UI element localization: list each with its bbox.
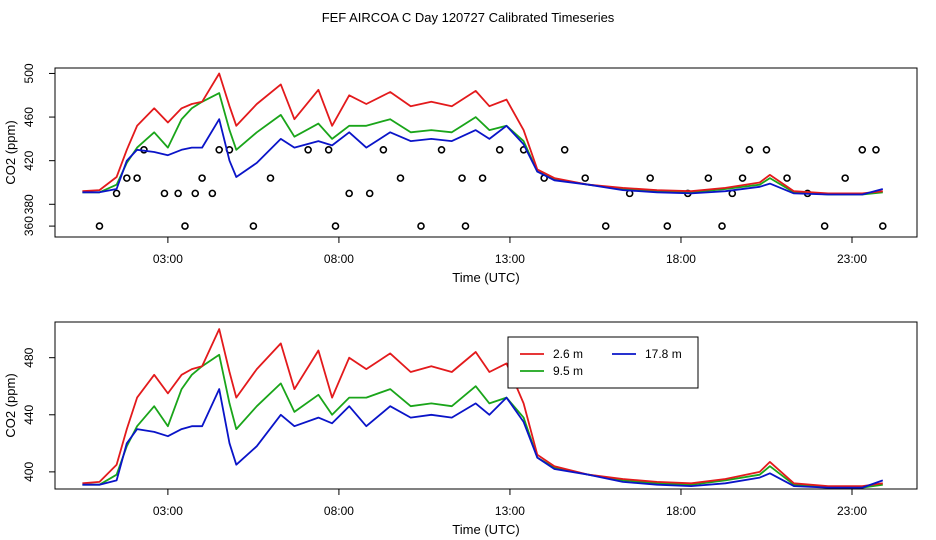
series-line-17-8-m bbox=[82, 388, 884, 489]
qc-circle-point bbox=[345, 189, 353, 198]
qc-circle-point bbox=[379, 145, 388, 154]
qc-circle-point bbox=[112, 189, 121, 198]
qc-circle-point bbox=[396, 174, 405, 182]
x-tick-label: 03:00 bbox=[153, 504, 183, 518]
qc-circle-point bbox=[646, 174, 654, 182]
series-line-2-6-m bbox=[82, 328, 883, 488]
qc-circle-point bbox=[191, 189, 200, 198]
x-tick-label: 18:00 bbox=[666, 252, 696, 266]
qc-circle-point bbox=[133, 174, 141, 182]
qc-circle-point bbox=[738, 174, 747, 182]
x-tick-label: 23:00 bbox=[837, 504, 867, 518]
qc-circle-point bbox=[208, 189, 217, 198]
series-line-9-5-m bbox=[82, 353, 883, 489]
top-panel: 03:00 08:00 13:00 18:00 23:00 Time (UTC) 360 38… bbox=[3, 63, 918, 285]
y-tick-label: 420 bbox=[22, 150, 36, 170]
qc-circle-point bbox=[174, 189, 182, 198]
qc-circle-point bbox=[783, 174, 791, 182]
qc-circle-point bbox=[495, 145, 504, 154]
qc-circle-point bbox=[160, 189, 169, 198]
qc-circle-point bbox=[198, 174, 206, 182]
qc-circle-point bbox=[581, 174, 589, 182]
qc-circle-point bbox=[560, 145, 569, 154]
chart-title: FEF AIRCOA C Day 120727 Calibrated Times… bbox=[322, 10, 615, 25]
qc-circle-point bbox=[324, 145, 333, 154]
qc-circle-point bbox=[841, 174, 849, 182]
qc-circle-point bbox=[215, 145, 223, 154]
x-axis-label: Time (UTC) bbox=[452, 270, 519, 285]
qc-circle-point bbox=[858, 145, 867, 154]
qc-circle-point bbox=[878, 222, 887, 230]
qc-circle-point bbox=[266, 174, 275, 182]
series-line-17-8-m bbox=[82, 118, 884, 196]
x-tick-label: 08:00 bbox=[324, 504, 354, 518]
y-tick-label: 480 bbox=[22, 347, 36, 367]
plot-frame bbox=[54, 321, 918, 490]
y-tick-label: 360 bbox=[22, 216, 36, 236]
qc-circle-point bbox=[718, 222, 726, 230]
qc-circle-point bbox=[762, 145, 771, 154]
legend-label: 2.6 m bbox=[553, 347, 583, 361]
y-axis-label: CO2 (ppm) bbox=[3, 120, 18, 184]
y-tick-label: 500 bbox=[22, 63, 36, 83]
y-tick-label: 460 bbox=[22, 107, 36, 127]
qc-circle-point bbox=[437, 145, 446, 154]
qc-circle-point bbox=[663, 222, 672, 230]
qc-circle-point bbox=[249, 222, 258, 230]
qc-circle-point bbox=[95, 222, 104, 230]
qc-circle-point bbox=[872, 145, 880, 154]
qc-circle-point bbox=[181, 222, 189, 230]
qc-circle-point bbox=[478, 174, 487, 182]
series-line-2-6-m bbox=[82, 72, 883, 195]
y-tick-label: 400 bbox=[22, 462, 36, 482]
x-axis-label: Time (UTC) bbox=[452, 522, 519, 537]
legend-box bbox=[507, 336, 699, 389]
x-tick-label: 23:00 bbox=[837, 252, 867, 266]
qc-circle-point bbox=[417, 222, 425, 230]
x-tick-label: 13:00 bbox=[495, 252, 525, 266]
qc-circle-point bbox=[461, 222, 470, 230]
qc-circle-point bbox=[331, 222, 340, 230]
series-line-9-5-m bbox=[82, 92, 883, 196]
qc-circle-point bbox=[365, 189, 374, 198]
qc-circle-point bbox=[601, 222, 610, 230]
bottom-panel: 03:00 08:00 13:00 18:00 23:00 Time (UTC) 400 44… bbox=[3, 321, 918, 537]
qc-circle-point bbox=[745, 145, 754, 154]
qc-circle-point bbox=[304, 145, 312, 154]
qc-circle-point bbox=[704, 174, 713, 182]
qc-circle-point bbox=[458, 174, 466, 182]
legend-label: 9.5 m bbox=[553, 364, 583, 378]
plot-frame bbox=[54, 67, 918, 238]
qc-circle-point bbox=[123, 174, 131, 182]
x-tick-label: 13:00 bbox=[495, 504, 525, 518]
qc-circle-point bbox=[820, 222, 829, 230]
y-axis-label: CO2 (ppm) bbox=[3, 373, 18, 437]
x-tick-label: 18:00 bbox=[666, 504, 696, 518]
y-tick-label: 380 bbox=[22, 194, 36, 214]
legend-label: 17.8 m bbox=[645, 347, 682, 361]
x-tick-label: 03:00 bbox=[153, 252, 183, 266]
legend: 2.6 m 9.5 m 17.8 m bbox=[507, 336, 699, 389]
y-tick-label: 440 bbox=[22, 404, 36, 424]
x-tick-label: 08:00 bbox=[324, 252, 354, 266]
